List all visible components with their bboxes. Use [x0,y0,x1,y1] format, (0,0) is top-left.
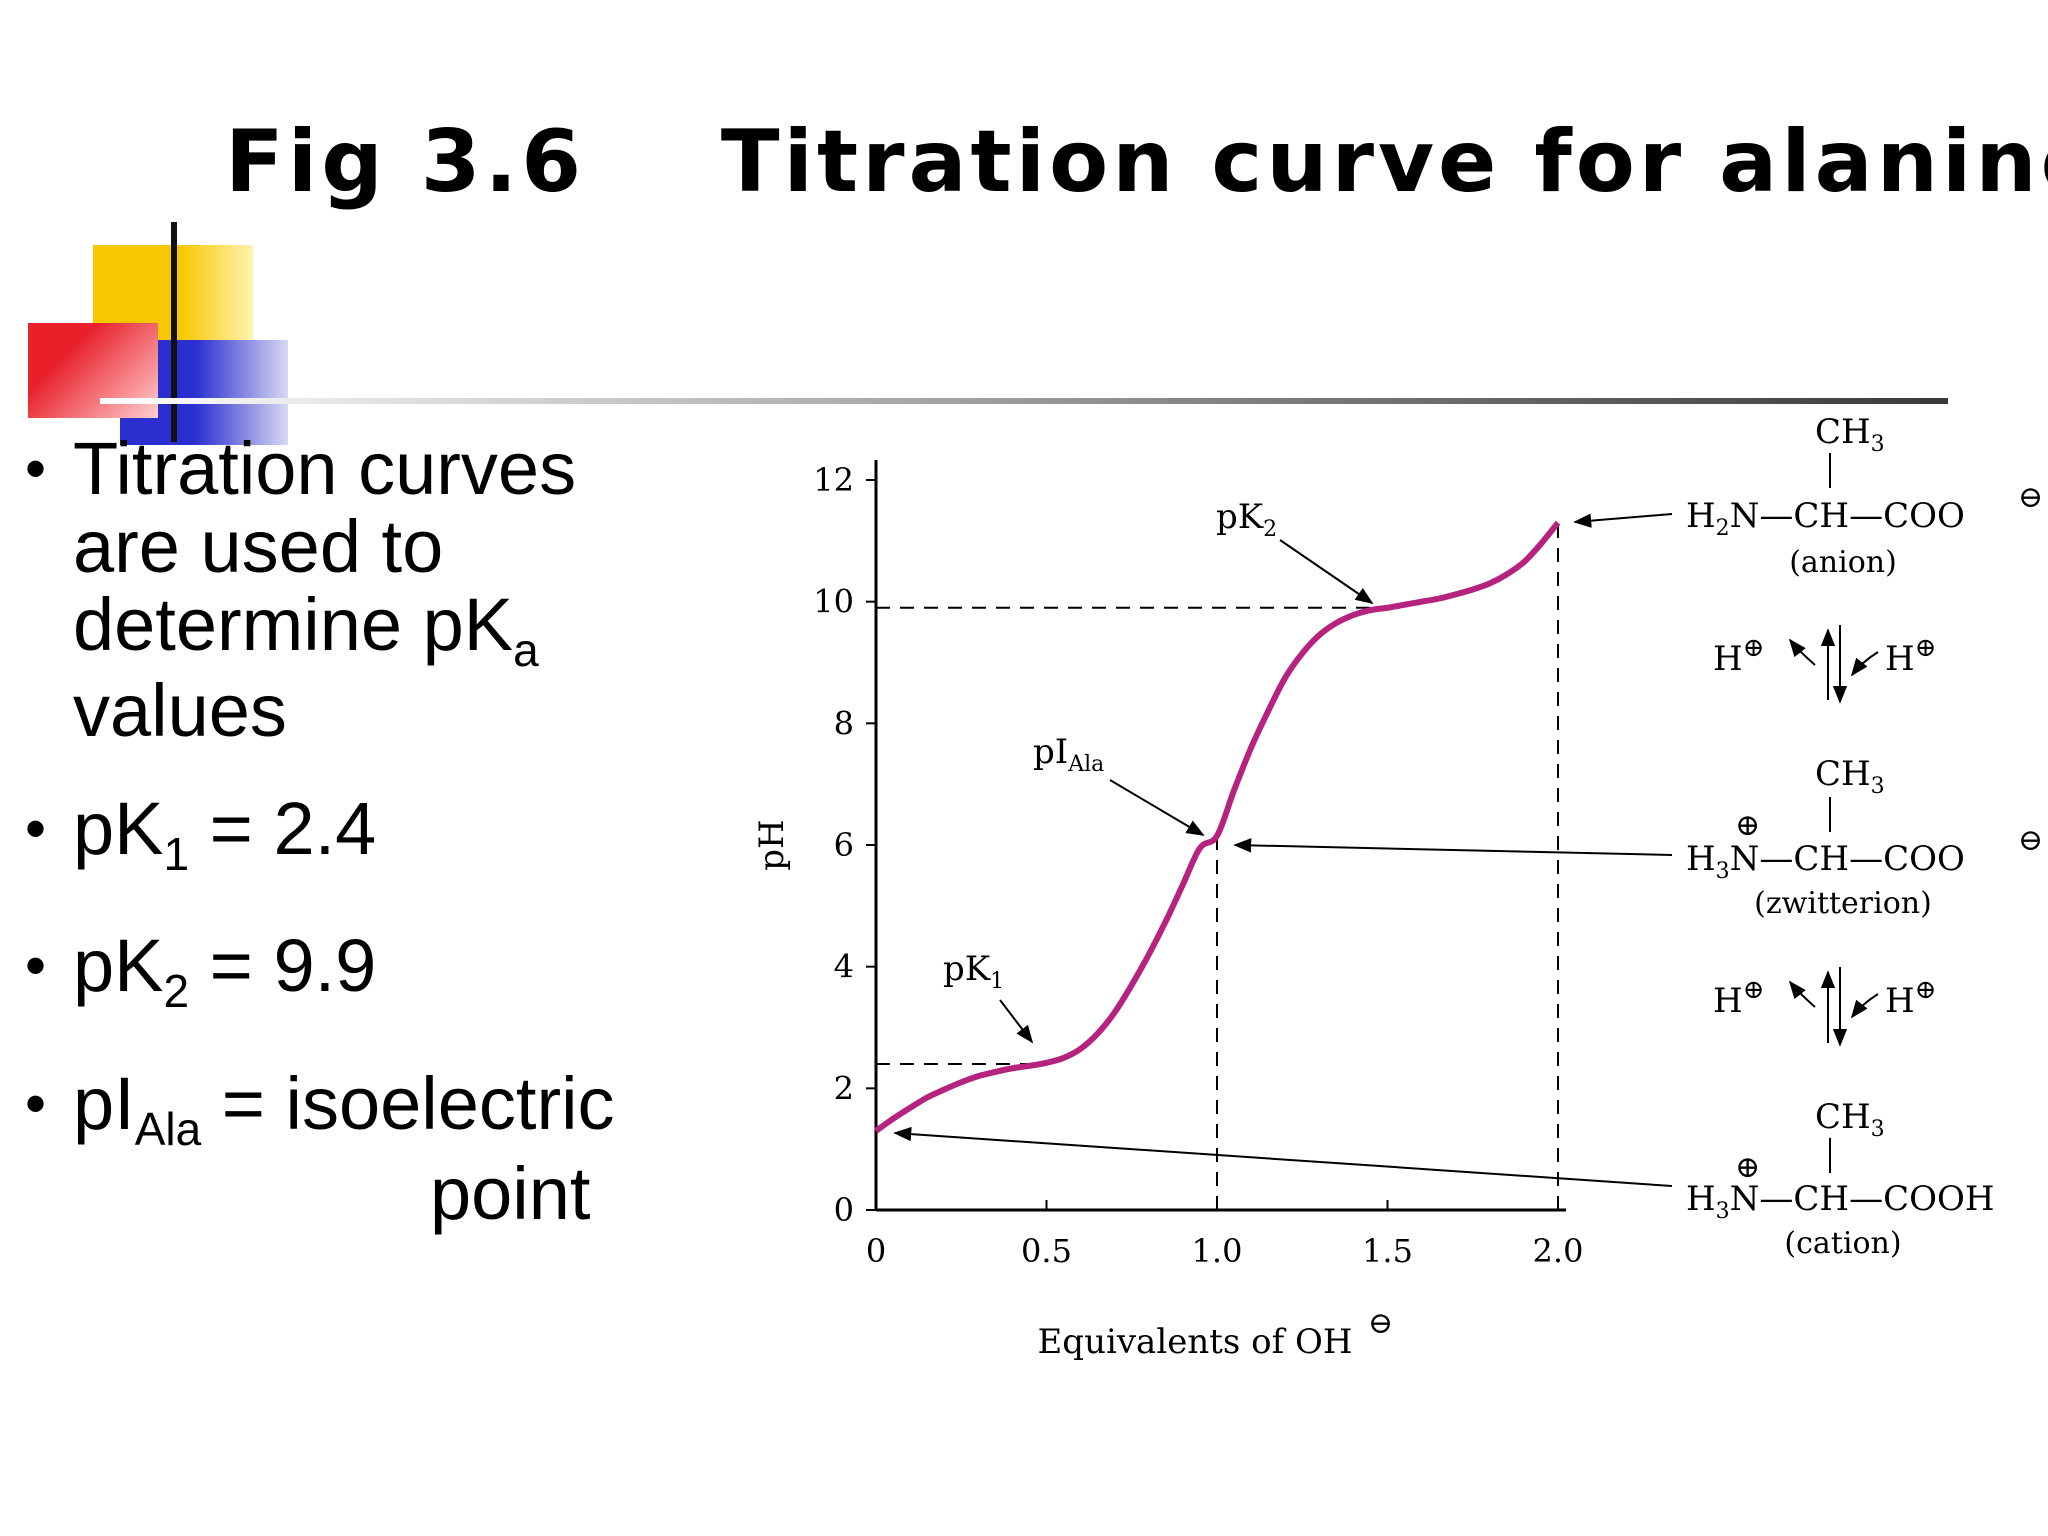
bullet-marker: • [25,932,47,999]
y-tick-label: 8 [834,704,854,742]
svg-text:(zwitterion): (zwitterion) [1754,886,1932,921]
svg-text:H3N—CH—COOH: H3N—CH—COOH [1686,1179,1994,1224]
svg-text:H⊕: H⊕ [1885,633,1936,679]
svg-text:H⊕: H⊕ [1713,633,1764,679]
svg-text:H2N—CH—COO: H2N—CH—COO [1686,496,1965,541]
species-zwitterion: CH3 ⊕ H3N—CH—COO ⊖ (zwitterion) [1686,754,2043,921]
title-divider [100,398,1948,404]
svg-text:⊖: ⊖ [2018,480,2043,515]
bullet-text: pK2 = 9.9 [73,924,377,1017]
bullet-text: determine pKa [73,583,539,676]
equilibrium-1: H⊕ H⊕ [1713,625,1936,704]
svg-text:⊕: ⊕ [1735,808,1760,843]
svg-text:H⊕: H⊕ [1713,975,1764,1021]
y-tick-label: 2 [834,1069,854,1107]
y-tick-label: 10 [813,583,854,621]
species-cation: CH3 ⊕ H3N—CH—COOH (cation) [1686,1097,1994,1261]
arrow-anion [1573,513,1673,528]
slide-title: Fig 3.6 Titration curve for alanine [225,112,2048,212]
bullet-text: pIAla = isoelectric [73,1062,615,1155]
bullet-text: Titration curves [73,427,577,510]
svg-text:CH3: CH3 [1815,754,1885,799]
annotation-pk2: pK2 [1216,497,1374,605]
svg-text:pIAla: pIAla [1033,732,1104,777]
y-tick-label: 4 [834,948,854,986]
bullet-text: point [430,1152,591,1235]
svg-text:pK2: pK2 [1216,497,1277,542]
y-tick-label: 0 [834,1191,854,1229]
titration-curve [874,520,1561,1134]
svg-text:CH3: CH3 [1815,412,1885,457]
x-axis-label: Equivalents of OH [1037,1322,1352,1362]
x-axis-label-charge: ⊖ [1368,1306,1393,1341]
bullet-marker: • [25,1070,47,1137]
y-tick-label: 12 [813,461,854,499]
svg-text:pK1: pK1 [943,949,1004,994]
annotation-pk1: pK1 [943,949,1034,1044]
reference-lines [876,522,1559,1210]
svg-text:CH3: CH3 [1815,1097,1885,1142]
x-tick-label: 2.0 [1533,1232,1584,1270]
x-tick-label: 0.5 [1021,1232,1072,1270]
annotation-pi-ala: pIAla [1033,732,1205,836]
bullet-marker: • [25,435,47,502]
bullet-text: pK1 = 2.4 [73,787,377,880]
svg-text:⊖: ⊖ [2018,823,2043,858]
y-tick-label: 6 [834,826,854,864]
x-tick-label: 1.5 [1362,1232,1413,1270]
bullet-text: are used to [73,505,444,588]
x-tick-label: 1.0 [1192,1232,1243,1270]
svg-text:H3N—CH—COO: H3N—CH—COO [1686,839,1965,884]
chart-axes: 0 0.5 1.0 1.5 2.0 0 2 4 6 8 10 12 [813,460,1583,1270]
svg-text:(cation): (cation) [1784,1226,1901,1261]
bullet-marker: • [25,795,47,862]
species-anion: CH3 H2N—CH—COO ⊖ (anion) [1686,412,2043,580]
bullet-text: values [73,669,287,752]
deco-vertical-bar [171,222,177,442]
equilibrium-2: H⊕ H⊕ [1713,967,1936,1047]
svg-text:⊕: ⊕ [1735,1150,1760,1185]
svg-text:(anion): (anion) [1789,545,1897,580]
x-tick-label: 0 [866,1232,886,1270]
y-axis-label: pH [752,819,792,870]
arrow-cation [893,1126,1673,1187]
arrow-zwitterion [1233,838,1673,856]
svg-text:H⊕: H⊕ [1885,975,1936,1021]
